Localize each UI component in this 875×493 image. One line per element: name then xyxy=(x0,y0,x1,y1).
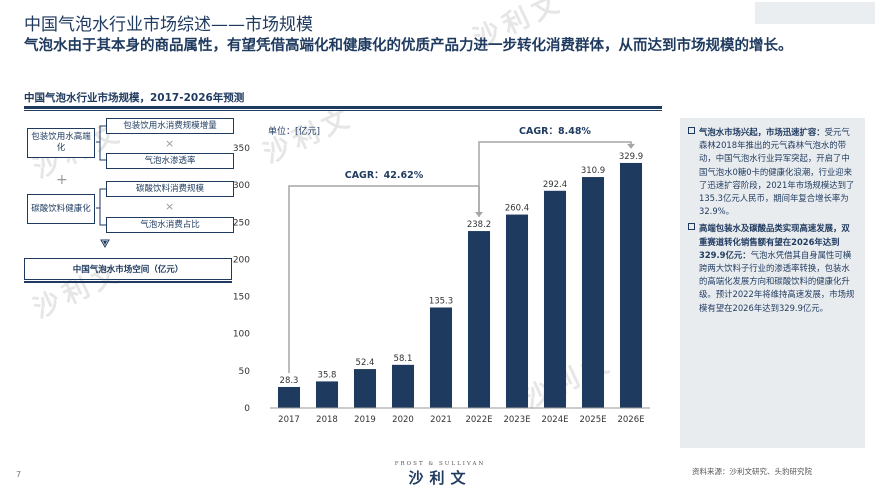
cagr-arrow xyxy=(627,143,635,149)
page-number: 7 xyxy=(16,470,22,479)
bar xyxy=(391,364,415,408)
y-tick-label: 150 xyxy=(233,293,250,303)
x-tick-label: 2021 xyxy=(430,415,452,425)
source-note: 资料来源：沙利文研究、头豹研究院 xyxy=(692,467,812,476)
y-tick-label: 250 xyxy=(233,218,250,228)
footer-logo: FROST & SULLIVAN 沙利文 xyxy=(380,461,500,488)
y-tick-label: 350 xyxy=(233,144,250,154)
unit-label: 单位：[亿元] xyxy=(268,125,320,137)
x-tick-label: 2023E xyxy=(503,415,530,425)
bar-value-label: 329.9 xyxy=(619,152,643,162)
x-tick-label: 2022E xyxy=(465,415,492,425)
bar-value-label: 35.8 xyxy=(318,370,337,380)
heading-rule xyxy=(24,106,662,109)
y-tick-label: 200 xyxy=(233,255,250,265)
bar xyxy=(619,162,643,408)
chart-heading: 中国气泡水行业市场规模，2017-2026年预测 xyxy=(24,92,245,104)
flow-item-share: 气泡水消费占比 xyxy=(106,217,234,233)
bar-value-label: 58.1 xyxy=(394,354,413,364)
insight-item: 气泡水市场兴起，市场迅速扩容：受元气森林2018年推出的元气森林气泡水的带动，中… xyxy=(688,126,855,218)
x-tick-label: 2024E xyxy=(541,415,568,425)
page-subtitle: 气泡水由于其本身的商品属性，有望凭借高端化和健康化的优质产品力进一步转化消费群体… xyxy=(24,38,793,54)
times-icon: × xyxy=(165,137,175,150)
bar-value-label: 260.4 xyxy=(505,204,529,214)
bar xyxy=(581,177,605,408)
bar xyxy=(429,307,453,408)
flow-connectors xyxy=(96,125,110,249)
cagr-label: CAGR：42.62% xyxy=(345,170,424,181)
bar-value-label: 52.4 xyxy=(356,358,375,368)
y-tick-label: 50 xyxy=(239,367,251,377)
y-tick-label: 0 xyxy=(244,404,250,414)
logo-english: FROST & SULLIVAN xyxy=(394,461,486,467)
bar-value-label: 310.9 xyxy=(581,166,605,176)
flow-item-bottled-consumption: 包装饮用水消费规模增量 xyxy=(106,118,234,134)
insight-item: 高端包装水及碳酸品类实现高速发展，双重赛道转化销售额有望在2026年达到329.… xyxy=(688,222,855,314)
bar-value-label: 238.2 xyxy=(467,220,491,230)
flow-item-carbonated-consumption: 碳酸饮料消费规模 xyxy=(106,181,234,197)
x-tick-label: 2017 xyxy=(278,415,300,425)
bar xyxy=(543,190,567,408)
bar xyxy=(315,381,339,408)
x-tick-label: 2019 xyxy=(354,415,376,425)
logo-chinese: 沙利文 xyxy=(408,469,472,487)
plus-icon: + xyxy=(56,172,68,188)
y-tick-label: 100 xyxy=(233,330,250,340)
bar xyxy=(277,386,301,408)
flow-box-bottled-water: 包装饮用水高端化 xyxy=(27,128,95,158)
insight-text: 受元气森林2018年推出的元气森林气泡水的带动，中国气泡水行业异军突起，开启了中… xyxy=(699,127,855,217)
flow-item-penetration: 气泡水渗透率 xyxy=(106,153,234,169)
bar-value-label: 28.3 xyxy=(280,376,299,386)
page-title: 中国气泡水行业市场综述——市场规模 xyxy=(24,15,313,35)
heading-rule-thin xyxy=(24,110,662,111)
x-tick-label: 2018 xyxy=(316,415,338,425)
top-logo-band xyxy=(755,2,875,24)
checkbox-bullet-icon xyxy=(688,127,695,134)
times-icon: × xyxy=(165,200,175,213)
bar-value-label: 135.3 xyxy=(429,296,453,306)
checkbox-bullet-icon xyxy=(688,223,695,231)
x-tick-label: 2026E xyxy=(617,415,644,425)
x-tick-label: 2025E xyxy=(579,415,606,425)
cagr-label: CAGR：8.48% xyxy=(519,126,591,137)
y-tick-label: 300 xyxy=(233,181,250,191)
insight-heading: 气泡水市场兴起，市场迅速扩容： xyxy=(699,127,825,137)
insight-heading: 高端包装水及碳酸品类实现高速发展，双重赛道转化销售额有望在2026年达到329.… xyxy=(699,223,850,260)
bar-value-label: 292.4 xyxy=(543,180,567,190)
bar xyxy=(505,214,529,408)
bar xyxy=(467,231,491,408)
flow-result-underline xyxy=(24,281,232,283)
x-tick-label: 2020 xyxy=(392,415,414,425)
insight-text: 气泡水凭借其自身属性可横跨两大饮料子行业的渗透率转换，包装水的高端化发展方向和碳… xyxy=(699,249,855,313)
insight-panel: 气泡水市场兴起，市场迅速扩容：受元气森林2018年推出的元气森林气泡水的带动，中… xyxy=(680,118,865,448)
market-size-chart: 单位：[亿元] 0 50 100 150 200 250 300 350 28.3 2017 35… xyxy=(233,125,650,425)
flow-result: 中国气泡水市场空间（亿元） xyxy=(24,258,232,280)
bar xyxy=(353,369,377,408)
cagr-bracket xyxy=(478,141,632,218)
flow-box-carbonated: 碳酸饮料健康化 xyxy=(27,194,95,224)
